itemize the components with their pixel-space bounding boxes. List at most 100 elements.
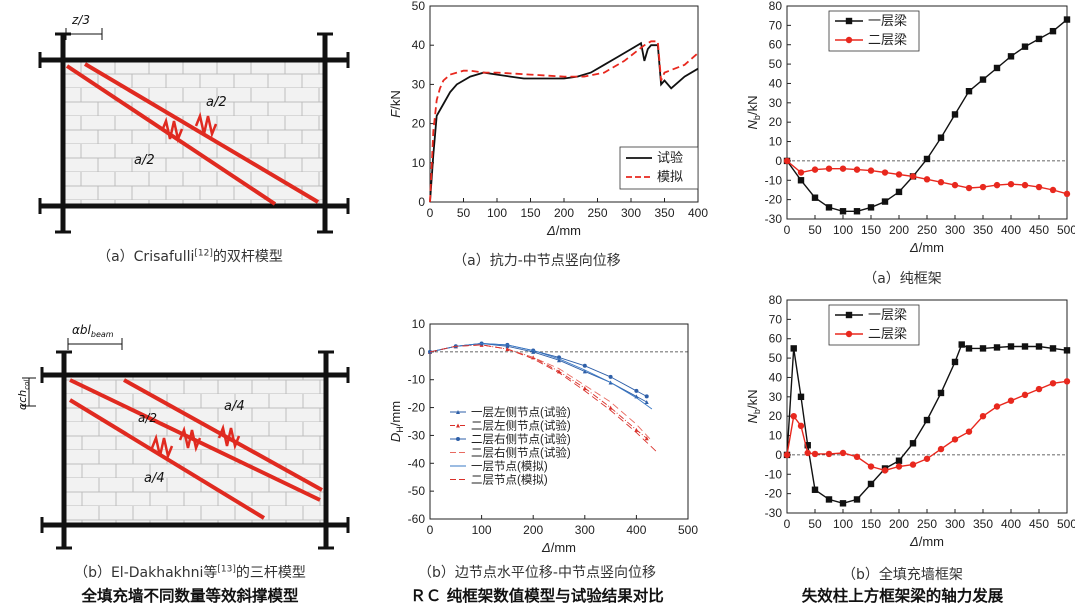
- chart-b-caption: （b）边节点水平位移-中节点竖向位移: [364, 562, 710, 582]
- data-point: [1022, 343, 1028, 349]
- y-axis-label: Nb/kN: [745, 96, 762, 130]
- x-tick-label: 50: [808, 517, 822, 531]
- chart-c-caption: （a）纯框架: [730, 268, 1075, 288]
- data-point: [791, 413, 797, 419]
- dim-label: z/3: [71, 13, 90, 27]
- x-tick-label: 350: [973, 223, 993, 237]
- x-tick-label: 0: [784, 223, 791, 237]
- x-tick-label: 100: [472, 523, 492, 537]
- y-tick-label: 30: [769, 96, 783, 110]
- legend-label: 一层节点(模拟): [471, 459, 548, 473]
- y-tick-label: 60: [769, 38, 783, 52]
- data-point: [846, 37, 852, 43]
- strut-model-b-caption: （b）El-Dakhakhni等[13]的三杆模型: [30, 562, 350, 582]
- data-point: [938, 390, 944, 396]
- data-point: [1008, 53, 1014, 59]
- side-dim-label: αchcol: [16, 380, 31, 410]
- y-tick-label: 80: [769, 294, 783, 307]
- data-point: [854, 166, 860, 172]
- x-tick-label: 300: [945, 517, 965, 531]
- data-point: [980, 76, 986, 82]
- strut3-label: a/4: [144, 471, 165, 486]
- legend-label: 二层右侧节点(试验): [471, 446, 571, 460]
- data-point: [798, 177, 804, 183]
- data-point: [1022, 43, 1028, 49]
- x-tick-label: 150: [861, 517, 881, 531]
- data-point: [868, 167, 874, 173]
- data-point: [924, 417, 930, 423]
- data-point: [952, 359, 958, 365]
- y-tick-label: 70: [769, 18, 783, 32]
- data-point: [791, 345, 797, 351]
- data-point: [583, 364, 587, 368]
- data-point: [868, 481, 874, 487]
- x-tick-label: 400: [688, 206, 708, 220]
- data-point: [826, 204, 832, 210]
- data-point: [645, 394, 649, 398]
- data-point: [826, 165, 832, 171]
- x-tick-label: 450: [1029, 517, 1049, 531]
- data-point: [882, 169, 888, 175]
- data-point: [924, 456, 930, 462]
- x-axis-label: Δ/mm: [909, 534, 944, 549]
- x-tick-label: 250: [917, 223, 937, 237]
- y-tick-label: -60: [408, 512, 426, 526]
- y-tick-label: 70: [769, 312, 783, 326]
- data-point: [805, 450, 811, 456]
- y-tick-label: 0: [418, 195, 425, 209]
- data-point: [854, 496, 860, 502]
- y-tick-label: 50: [412, 0, 426, 13]
- data-point: [1050, 28, 1056, 34]
- x-tick-label: 50: [808, 223, 822, 237]
- legend-label: 一层梁: [868, 13, 907, 28]
- data-point: [840, 450, 846, 456]
- x-tick-label: 200: [554, 206, 574, 220]
- y-tick-label: -30: [765, 506, 783, 520]
- x-tick-label: 300: [945, 223, 965, 237]
- x-tick-label: 350: [654, 206, 674, 220]
- data-point: [910, 173, 916, 179]
- data-point: [952, 436, 958, 442]
- x-tick-label: 400: [626, 523, 646, 537]
- y-tick-label: 30: [412, 77, 426, 91]
- data-point: [952, 111, 958, 117]
- data-point: [966, 345, 972, 351]
- x-tick-label: 400: [1001, 517, 1021, 531]
- chart-a-caption: （a）抗力-中节点竖向位移: [364, 250, 710, 270]
- series-line: [787, 345, 1067, 504]
- data-point: [1008, 181, 1014, 187]
- data-point: [812, 451, 818, 457]
- col2-title: ＲＣ 纯框架数值模型与试验结果对比: [364, 584, 710, 606]
- strut-model-a-caption: （a）Crisafulli[12]的双杆模型: [30, 246, 350, 266]
- x-tick-label: 400: [1001, 223, 1021, 237]
- data-point: [1064, 191, 1070, 197]
- data-point: [994, 65, 1000, 71]
- y-tick-label: 50: [769, 57, 783, 71]
- data-point: [1064, 347, 1070, 353]
- y-tick-label: 60: [769, 332, 783, 346]
- data-point: [854, 208, 860, 214]
- x-tick-label: 150: [520, 206, 540, 220]
- data-point: [966, 185, 972, 191]
- data-point: [868, 463, 874, 469]
- y-tick-label: -20: [408, 401, 426, 415]
- y-tick-label: -10: [765, 467, 783, 481]
- y-tick-label: -10: [408, 373, 426, 387]
- legend-label: 一层梁: [868, 307, 907, 322]
- data-point: [1036, 36, 1042, 42]
- data-point: [910, 440, 916, 446]
- data-point: [896, 463, 902, 469]
- strut2-label: a/4: [224, 399, 245, 414]
- data-point: [645, 400, 649, 404]
- data-point: [1036, 386, 1042, 392]
- data-point: [994, 182, 1000, 188]
- infill-wall: [66, 377, 324, 523]
- data-point: [882, 198, 888, 204]
- series-line: [430, 344, 647, 397]
- x-tick-label: 500: [1057, 223, 1075, 237]
- y-tick-label: 30: [769, 390, 783, 404]
- data-point: [938, 179, 944, 185]
- x-tick-label: 200: [889, 223, 909, 237]
- y-tick-label: 40: [769, 76, 783, 90]
